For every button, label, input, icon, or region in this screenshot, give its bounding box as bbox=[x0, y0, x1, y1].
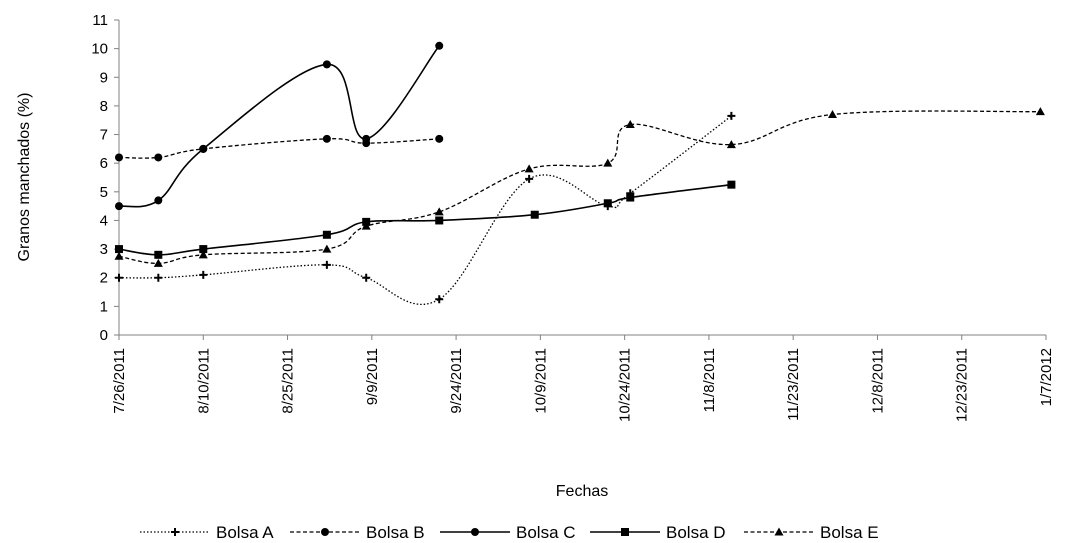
y-tick-label: 3 bbox=[100, 241, 108, 258]
data-point-bolsa-e bbox=[114, 251, 124, 260]
data-point-bolsa-d bbox=[603, 199, 612, 208]
data-point-bolsa-a bbox=[435, 295, 444, 304]
data-point-bolsa-e bbox=[198, 250, 208, 259]
x-tick-label: 10/24/2011 bbox=[617, 348, 634, 422]
data-point-bolsa-e bbox=[153, 258, 163, 267]
series-line-bolsa-c bbox=[118, 45, 440, 208]
y-tick-label: 8 bbox=[100, 98, 108, 115]
x-tick-label: 1/7/2012 bbox=[1038, 348, 1055, 406]
data-point-bolsa-d bbox=[626, 193, 635, 202]
x-tick-label: 12/23/2011 bbox=[954, 348, 971, 422]
legend-item-bolsa-e: Bolsa E bbox=[744, 523, 879, 542]
y-axis-title: Granos manchados (%) bbox=[16, 93, 33, 262]
legend-label-bolsa-e: Bolsa E bbox=[820, 523, 879, 542]
data-point-bolsa-d bbox=[154, 250, 163, 259]
data-point-bolsa-e bbox=[361, 221, 371, 230]
data-point-bolsa-d bbox=[199, 245, 208, 254]
y-tick-label: 0 bbox=[100, 327, 108, 344]
data-point-bolsa-a bbox=[727, 111, 736, 120]
data-point-bolsa-b bbox=[115, 153, 123, 162]
x-tick-label: 11/8/2011 bbox=[701, 348, 718, 413]
y-tick-labels: 0 1 2 3 4 5 6 7 8 9 10 11 bbox=[91, 12, 119, 344]
data-point-bolsa-c bbox=[154, 196, 163, 205]
data-point-bolsa-b bbox=[154, 153, 163, 162]
data-point-bolsa-c bbox=[322, 60, 331, 69]
legend-item-bolsa-b: Bolsa B bbox=[290, 523, 425, 542]
data-point-bolsa-c bbox=[435, 41, 444, 50]
x-tick-labels: 7/26/2011 8/10/2011 8/25/2011 9/9/2011 9/24/… bbox=[111, 335, 1055, 422]
legend: Bolsa A Bolsa B Bolsa C Bolsa D Bolsa E bbox=[140, 523, 879, 542]
y-tick-label: 11 bbox=[92, 12, 108, 29]
legend-marker-bolsa-c bbox=[471, 528, 479, 536]
data-point-bolsa-a bbox=[199, 270, 208, 279]
legend-marker-bolsa-e bbox=[774, 527, 784, 536]
x-tick-label: 11/23/2011 bbox=[785, 348, 802, 421]
y-tick-label: 6 bbox=[100, 155, 108, 172]
legend-item-bolsa-d: Bolsa D bbox=[590, 523, 726, 542]
data-point-bolsa-b bbox=[435, 134, 444, 143]
data-point-bolsa-d bbox=[530, 210, 539, 219]
series-bolsa-c bbox=[115, 41, 444, 211]
data-point-bolsa-e bbox=[726, 140, 736, 149]
data-point-bolsa-d bbox=[322, 230, 331, 239]
data-point-bolsa-e bbox=[524, 164, 534, 173]
data-point-bolsa-a bbox=[322, 260, 331, 269]
legend-label-bolsa-a: Bolsa A bbox=[216, 523, 274, 542]
data-point-bolsa-e bbox=[828, 110, 838, 118]
data-point-bolsa-d bbox=[435, 216, 444, 225]
data-point-bolsa-e bbox=[434, 207, 444, 216]
data-point-bolsa-e bbox=[625, 120, 635, 129]
y-tick-label: 1 bbox=[100, 298, 108, 315]
series-bolsa-d bbox=[115, 180, 736, 259]
data-point-bolsa-a bbox=[362, 273, 371, 282]
legend-label-bolsa-c: Bolsa C bbox=[516, 523, 576, 542]
data-point-bolsa-e bbox=[603, 158, 613, 167]
y-tick-label: 5 bbox=[100, 184, 108, 201]
legend-item-bolsa-a: Bolsa A bbox=[140, 523, 274, 542]
x-tick-label: 8/25/2011 bbox=[280, 348, 297, 414]
legend-item-bolsa-c: Bolsa C bbox=[440, 523, 576, 542]
data-point-bolsa-b bbox=[322, 134, 331, 143]
y-tick-label: 9 bbox=[100, 69, 108, 86]
series-line-bolsa-b bbox=[118, 138, 440, 159]
data-point-bolsa-d bbox=[115, 245, 123, 254]
y-axis: 0 1 2 3 4 5 6 7 8 9 10 11 bbox=[91, 12, 120, 344]
y-tick-label: 10 bbox=[91, 41, 108, 58]
x-tick-label: 12/8/2011 bbox=[869, 348, 886, 414]
legend-marker-bolsa-a bbox=[171, 528, 179, 536]
data-point-bolsa-e bbox=[322, 244, 332, 253]
x-axis-title: Fechas bbox=[556, 483, 608, 500]
x-tick-label: 9/9/2011 bbox=[364, 348, 381, 405]
legend-marker-bolsa-b bbox=[321, 528, 329, 536]
x-axis: 7/26/2011 8/10/2011 8/25/2011 9/9/2011 9/24/… bbox=[111, 334, 1055, 422]
series-line-bolsa-a bbox=[118, 115, 732, 306]
data-point-bolsa-e bbox=[1035, 107, 1045, 116]
x-tick-label: 8/10/2011 bbox=[195, 348, 212, 414]
data-point-bolsa-a bbox=[525, 174, 534, 183]
series-bolsa-a bbox=[115, 111, 736, 306]
series-line-bolsa-d bbox=[118, 183, 732, 256]
data-point-bolsa-a bbox=[154, 273, 163, 282]
series-line-bolsa-e bbox=[118, 110, 1041, 265]
data-point-bolsa-a bbox=[115, 273, 123, 282]
legend-marker-bolsa-d bbox=[621, 528, 629, 536]
data-point-bolsa-c bbox=[115, 202, 123, 211]
x-tick-label: 9/24/2011 bbox=[448, 348, 465, 414]
y-tick-label: 2 bbox=[100, 270, 108, 287]
data-point-bolsa-c bbox=[362, 134, 371, 143]
y-tick-label: 4 bbox=[100, 212, 108, 229]
series-bolsa-e bbox=[114, 107, 1045, 267]
y-tick-label: 7 bbox=[100, 127, 108, 144]
data-point-bolsa-d bbox=[727, 180, 736, 189]
x-tick-label: 7/26/2011 bbox=[111, 348, 128, 414]
data-point-bolsa-c bbox=[199, 144, 208, 153]
x-tick-label: 10/9/2011 bbox=[532, 348, 549, 414]
plot-area bbox=[114, 41, 1045, 306]
legend-label-bolsa-d: Bolsa D bbox=[666, 523, 726, 542]
legend-label-bolsa-b: Bolsa B bbox=[366, 523, 425, 542]
series-bolsa-b bbox=[115, 134, 444, 162]
